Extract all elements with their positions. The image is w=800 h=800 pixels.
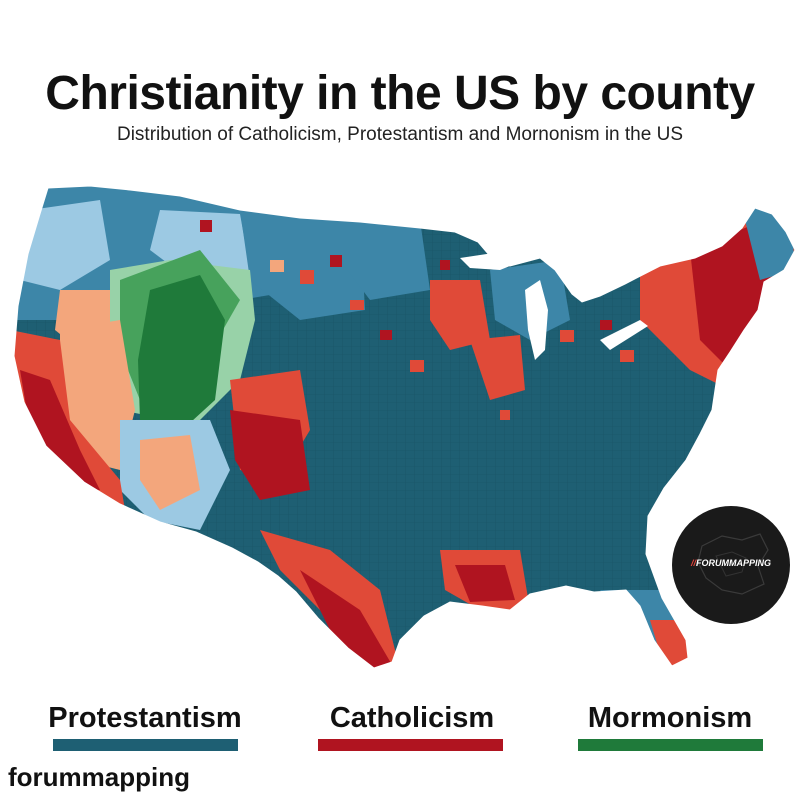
legend-swatch-protestantism bbox=[53, 739, 238, 751]
forummapping-badge: //FORUMMAPPING bbox=[672, 506, 790, 624]
county-spot bbox=[600, 320, 612, 330]
legend-label: Mormonism bbox=[587, 702, 753, 734]
county-spot bbox=[560, 330, 574, 342]
county-spot bbox=[620, 350, 634, 362]
region-new-mexico bbox=[230, 410, 310, 500]
europe-map-icon bbox=[697, 533, 769, 595]
legend-item-protestantism: Protestantism bbox=[40, 702, 250, 751]
county-spot bbox=[410, 360, 424, 372]
legend-item-catholicism: Catholicism bbox=[312, 702, 512, 751]
us-county-map bbox=[13, 185, 796, 669]
region-mormon-dark bbox=[138, 275, 225, 432]
region-dakotas bbox=[240, 210, 365, 320]
region-louisiana-dark bbox=[455, 565, 515, 602]
legend-item-mormonism: Mormonism bbox=[570, 702, 770, 751]
badge-slash: // bbox=[690, 558, 696, 568]
region-illinois-catholic bbox=[470, 335, 525, 400]
region-florida-south bbox=[650, 620, 695, 668]
county-spot bbox=[200, 220, 212, 232]
legend-label: Catholicism bbox=[329, 702, 495, 734]
region-northwest-light bbox=[20, 200, 110, 290]
county-spot bbox=[350, 300, 364, 310]
legend-swatch-catholicism bbox=[318, 739, 503, 751]
badge-label: FORUMMAPPING bbox=[696, 558, 771, 568]
county-spot bbox=[330, 255, 342, 267]
legend-label: Protestantism bbox=[48, 702, 242, 734]
county-spot bbox=[270, 260, 284, 272]
county-spot bbox=[500, 410, 510, 420]
region-wisconsin-catholic bbox=[430, 280, 490, 350]
region-arizona-orange bbox=[140, 435, 200, 510]
region-california-dark bbox=[20, 370, 100, 490]
legend-swatch-mormonism bbox=[578, 739, 763, 751]
badge-text: //FORUMMAPPING bbox=[672, 558, 790, 568]
county-spot bbox=[440, 260, 450, 270]
region-minnesota bbox=[340, 210, 430, 300]
page-title: Christianity in the US by county bbox=[45, 67, 755, 120]
watermark: forummapping bbox=[8, 762, 190, 792]
us-outline bbox=[13, 185, 796, 669]
county-spot bbox=[300, 270, 314, 284]
lake-erie bbox=[600, 320, 648, 350]
region-texas-border bbox=[300, 570, 395, 668]
lake-michigan bbox=[525, 280, 548, 360]
lake-superior bbox=[460, 252, 520, 270]
page-subtitle: Distribution of Catholicism, Protestanti… bbox=[116, 124, 683, 145]
county-spot bbox=[380, 330, 392, 340]
